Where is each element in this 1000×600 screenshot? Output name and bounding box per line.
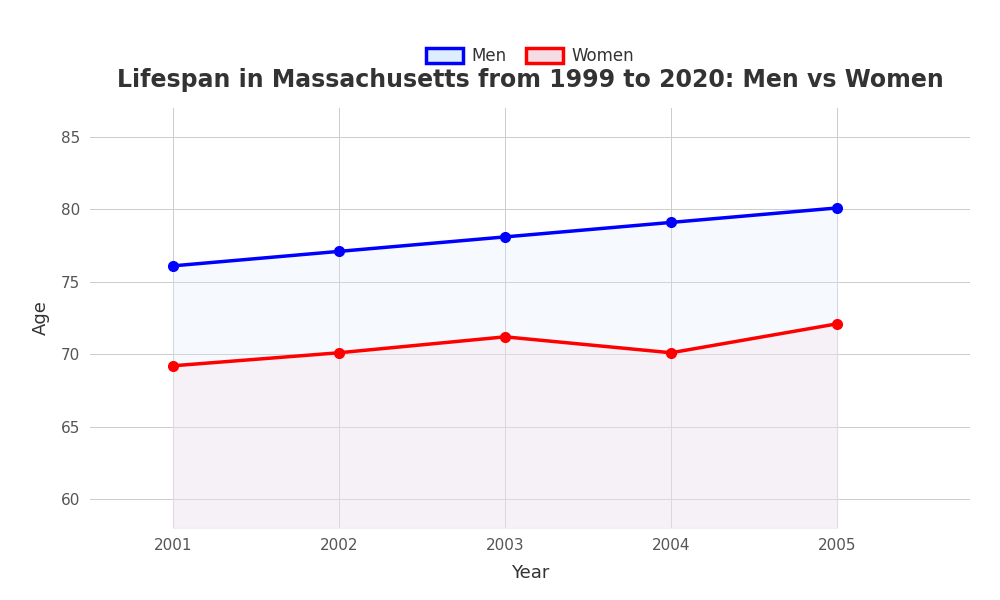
Legend: Men, Women: Men, Women (419, 41, 641, 72)
X-axis label: Year: Year (511, 564, 549, 582)
Title: Lifespan in Massachusetts from 1999 to 2020: Men vs Women: Lifespan in Massachusetts from 1999 to 2… (117, 68, 943, 92)
Y-axis label: Age: Age (32, 301, 50, 335)
